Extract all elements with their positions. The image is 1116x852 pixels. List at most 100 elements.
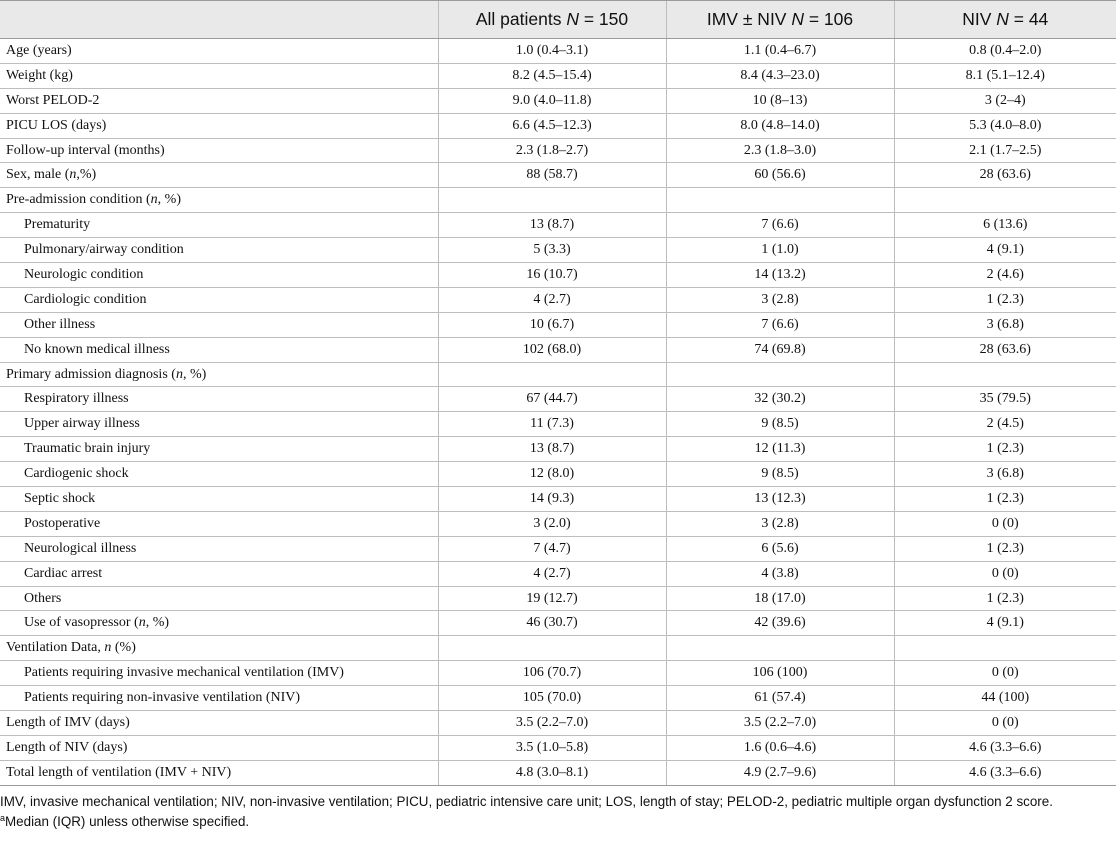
row-label: Others bbox=[0, 586, 438, 612]
cell-niv: 3 (6.8) bbox=[893, 461, 1116, 488]
table-row: Neurological illness 7 (4.7) 6 (5.6) 1 (2.3… bbox=[0, 536, 1116, 562]
cell-imv: 1.1 (0.4–6.7) bbox=[665, 38, 894, 64]
footnote-marker: a bbox=[0, 813, 6, 823]
cell-imv bbox=[665, 187, 894, 214]
table-footnotes: IMV, invasive mechanical ventilation; NI… bbox=[0, 793, 1112, 833]
cell-niv: 28 (63.6) bbox=[893, 337, 1116, 363]
cell-all: 4 (2.7) bbox=[437, 561, 666, 587]
table-row: Prematurity 13 (8.7) 7 (6.6) 6 (13.6) bbox=[0, 212, 1116, 239]
cell-imv: 9 (8.5) bbox=[665, 411, 894, 438]
cell-niv: 44 (100) bbox=[893, 685, 1116, 712]
cell-imv: 8.4 (4.3–23.0) bbox=[665, 63, 894, 89]
cell-niv: 2 (4.5) bbox=[893, 411, 1116, 438]
cell-imv: 6 (5.6) bbox=[665, 536, 894, 562]
row-label: Sex, male (n,%) bbox=[0, 162, 438, 189]
cell-niv: 4 (9.1) bbox=[893, 237, 1116, 264]
table-section-row: Primary admission diagnosis (n, %) bbox=[0, 362, 1116, 388]
row-label: No known medical illness bbox=[0, 337, 438, 363]
cell-niv: 1 (2.3) bbox=[893, 486, 1116, 512]
cell-all bbox=[437, 362, 666, 388]
cell-niv: 28 (63.6) bbox=[893, 162, 1116, 189]
table-row: Follow-up interval (months) 2.3 (1.8–2.7)… bbox=[0, 138, 1116, 164]
row-label: Prematurity bbox=[0, 212, 438, 239]
cell-imv: 32 (30.2) bbox=[665, 386, 894, 413]
table-row: Sex, male (n,%) 88 (58.7) 60 (56.6) 28 (63.… bbox=[0, 162, 1116, 189]
cell-niv: 0 (0) bbox=[893, 710, 1116, 736]
cell-niv: 8.1 (5.1–12.4) bbox=[893, 63, 1116, 89]
cell-imv: 74 (69.8) bbox=[665, 337, 894, 363]
row-label: Neurologic condition bbox=[0, 262, 438, 288]
cell-imv: 3.5 (2.2–7.0) bbox=[665, 710, 894, 736]
cell-imv: 4 (3.8) bbox=[665, 561, 894, 587]
cell-imv: 61 (57.4) bbox=[665, 685, 894, 712]
cell-niv: 0.8 (0.4–2.0) bbox=[893, 38, 1116, 64]
row-label: Worst PELOD-2 bbox=[0, 88, 438, 114]
row-label: Cardiogenic shock bbox=[0, 461, 438, 488]
header-all-patients: All patients N = 150 bbox=[437, 0, 666, 39]
cell-niv: 0 (0) bbox=[893, 660, 1116, 687]
cell-all: 88 (58.7) bbox=[437, 162, 666, 189]
cell-all: 14 (9.3) bbox=[437, 486, 666, 512]
cell-imv: 13 (12.3) bbox=[665, 486, 894, 512]
row-label: Postoperative bbox=[0, 511, 438, 537]
cell-imv: 1.6 (0.6–4.6) bbox=[665, 735, 894, 761]
table-row: Weight (kg) 8.2 (4.5–15.4) 8.4 (4.3–23.0) 8… bbox=[0, 63, 1116, 89]
cell-all: 16 (10.7) bbox=[437, 262, 666, 288]
table-row: Pulmonary/airway condition 5 (3.3) 1 (1.0)… bbox=[0, 237, 1116, 264]
row-label: Other illness bbox=[0, 312, 438, 338]
table-row: Cardiogenic shock 12 (8.0) 9 (8.5) 3 (6.8) bbox=[0, 461, 1116, 488]
table-row: Length of NIV (days) 3.5 (1.0–5.8) 1.6 (0.… bbox=[0, 735, 1116, 761]
cell-niv: 35 (79.5) bbox=[893, 386, 1116, 413]
cell-all: 11 (7.3) bbox=[437, 411, 666, 438]
cell-imv: 3 (2.8) bbox=[665, 511, 894, 537]
table-section-row: Pre-admission condition (n, %) bbox=[0, 187, 1116, 214]
cell-imv: 2.3 (1.8–3.0) bbox=[665, 138, 894, 164]
median-note-text: Median (IQR) unless otherwise specified. bbox=[5, 814, 250, 829]
cell-imv: 42 (39.6) bbox=[665, 610, 894, 637]
cell-imv: 60 (56.6) bbox=[665, 162, 894, 189]
row-label: Use of vasopressor (n, %) bbox=[0, 610, 438, 637]
table-row: Worst PELOD-2 9.0 (4.0–11.8) 10 (8–13) 3 (2… bbox=[0, 88, 1116, 114]
cell-all: 7 (4.7) bbox=[437, 536, 666, 562]
cell-imv: 7 (6.6) bbox=[665, 212, 894, 239]
cell-niv: 6 (13.6) bbox=[893, 212, 1116, 239]
cell-imv: 14 (13.2) bbox=[665, 262, 894, 288]
row-label: Cardiologic condition bbox=[0, 287, 438, 313]
table-row: Cardiac arrest 4 (2.7) 4 (3.8) 0 (0) bbox=[0, 561, 1116, 587]
cell-imv: 12 (11.3) bbox=[665, 436, 894, 463]
row-label: Pulmonary/airway condition bbox=[0, 237, 438, 264]
abbreviations-footnote: IMV, invasive mechanical ventilation; NI… bbox=[0, 794, 1053, 809]
cell-all: 106 (70.7) bbox=[437, 660, 666, 687]
cell-niv: 2.1 (1.7–2.5) bbox=[893, 138, 1116, 164]
cell-imv: 4.9 (2.7–9.6) bbox=[665, 760, 894, 786]
table-row: Age (years) 1.0 (0.4–3.1) 1.1 (0.4–6.7) 0.8… bbox=[0, 38, 1116, 64]
cell-niv bbox=[893, 187, 1116, 214]
row-label: Length of NIV (days) bbox=[0, 735, 438, 761]
cell-all: 2.3 (1.8–2.7) bbox=[437, 138, 666, 164]
cell-all: 13 (8.7) bbox=[437, 212, 666, 239]
table-header-row: All patients N = 150 IMV ± NIV N = 106 N… bbox=[0, 0, 1116, 39]
row-label: Septic shock bbox=[0, 486, 438, 512]
table-row: Patients requiring non-invasive ventilat… bbox=[0, 685, 1116, 712]
row-label: Patients requiring non-invasive ventilat… bbox=[0, 685, 438, 712]
table-row: Other illness 10 (6.7) 7 (6.6) 3 (6.8) bbox=[0, 312, 1116, 338]
cell-all: 46 (30.7) bbox=[437, 610, 666, 637]
cell-imv bbox=[665, 635, 894, 662]
cell-niv: 1 (2.3) bbox=[893, 586, 1116, 612]
table-row: Respiratory illness 67 (44.7) 32 (30.2) 35 … bbox=[0, 386, 1116, 413]
table-row: No known medical illness 102 (68.0) 74 (69… bbox=[0, 337, 1116, 363]
cell-niv: 0 (0) bbox=[893, 561, 1116, 587]
row-label: Neurological illness bbox=[0, 536, 438, 562]
cell-imv bbox=[665, 362, 894, 388]
cell-all bbox=[437, 187, 666, 214]
row-label: Patients requiring invasive mechanical v… bbox=[0, 660, 438, 687]
cell-imv: 3 (2.8) bbox=[665, 287, 894, 313]
cell-all: 1.0 (0.4–3.1) bbox=[437, 38, 666, 64]
cell-niv: 1 (2.3) bbox=[893, 536, 1116, 562]
cell-all: 102 (68.0) bbox=[437, 337, 666, 363]
cell-niv: 3 (2–4) bbox=[893, 88, 1116, 114]
cell-imv: 9 (8.5) bbox=[665, 461, 894, 488]
cell-niv: 5.3 (4.0–8.0) bbox=[893, 113, 1116, 139]
cell-imv: 1 (1.0) bbox=[665, 237, 894, 264]
median-footnote: aMedian (IQR) unless otherwise specified… bbox=[0, 813, 1112, 831]
